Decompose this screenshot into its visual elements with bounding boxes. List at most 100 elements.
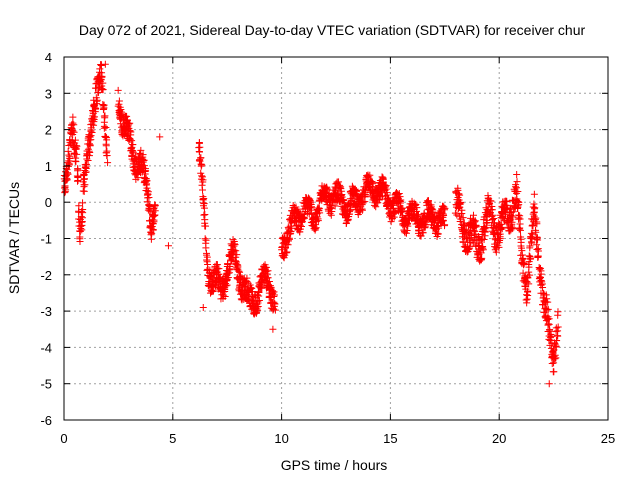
data-point [91, 113, 99, 121]
data-point [264, 274, 272, 282]
x-tick-label: 20 [492, 431, 506, 446]
y-tick-label: 4 [45, 50, 52, 65]
y-tick-label: -4 [40, 340, 52, 355]
data-point [306, 199, 314, 207]
data-point [73, 142, 81, 150]
data-point [102, 123, 110, 131]
data-point [263, 270, 271, 278]
data-point [224, 274, 232, 282]
data-point [523, 295, 531, 303]
data-point [225, 269, 233, 277]
data-point [544, 298, 552, 306]
data-point [312, 224, 320, 232]
data-point [534, 236, 542, 244]
data-point [270, 291, 278, 299]
data-point [361, 193, 369, 201]
data-point [338, 190, 346, 198]
data-point [427, 201, 435, 209]
data-point [69, 119, 77, 127]
data-point [343, 217, 351, 225]
data-point [200, 204, 208, 212]
data-point [92, 104, 100, 112]
data-point [74, 165, 82, 173]
data-point [466, 242, 474, 250]
data-point [552, 324, 560, 332]
data-point [455, 190, 463, 198]
data-point [474, 250, 482, 258]
data-point [93, 97, 101, 105]
data-point [522, 296, 530, 304]
data-point [200, 211, 208, 219]
data-point [195, 147, 203, 155]
data-point [537, 270, 545, 278]
y-tick-label: -6 [40, 413, 52, 428]
data-point [323, 185, 331, 193]
data-point [515, 198, 523, 206]
data-point [519, 269, 527, 277]
data-point [419, 229, 427, 237]
data-point [201, 235, 209, 243]
data-point [100, 105, 108, 113]
data-point [340, 199, 348, 207]
data-point [509, 213, 517, 221]
data-point [204, 266, 212, 274]
data-point [61, 188, 69, 196]
data-point [126, 119, 134, 127]
data-point [295, 208, 303, 216]
data-point [80, 187, 88, 195]
data-point [149, 205, 157, 213]
data-point [98, 73, 106, 81]
data-point [254, 302, 262, 310]
y-tick-label: 1 [45, 159, 52, 174]
data-point [75, 202, 83, 210]
data-point [271, 300, 279, 308]
x-tick-label: 10 [274, 431, 288, 446]
data-point [64, 147, 72, 155]
data-point [529, 203, 537, 211]
data-point [487, 197, 495, 205]
data-point [128, 137, 136, 145]
data-point [137, 146, 145, 154]
data-point [72, 158, 80, 166]
chart-title: Day 072 of 2021, Sidereal Day-to-day VTE… [79, 22, 586, 38]
data-point [531, 204, 539, 212]
data-point [115, 97, 123, 105]
data-point [69, 113, 77, 121]
y-tick-label: -3 [40, 304, 52, 319]
data-point [498, 225, 506, 233]
data-point [429, 208, 437, 216]
data-point [554, 323, 562, 331]
data-point [70, 128, 78, 136]
data-point [129, 141, 137, 149]
data-point [511, 183, 519, 191]
x-tick-label: 15 [383, 431, 397, 446]
data-point [100, 122, 108, 130]
data-point [76, 237, 84, 245]
data-point [514, 198, 522, 206]
y-tick-label: 0 [45, 195, 52, 210]
data-point [283, 248, 291, 256]
data-point [269, 325, 277, 333]
data-point [528, 235, 536, 243]
data-point [529, 222, 537, 230]
data-point [232, 258, 240, 266]
data-point [514, 187, 522, 195]
data-point [79, 206, 87, 214]
data-point [198, 172, 206, 180]
data-point [390, 213, 398, 221]
data-point [537, 273, 545, 281]
data-point [459, 214, 467, 222]
data-point [358, 206, 366, 214]
data-point [554, 308, 562, 316]
y-tick-label: 3 [45, 86, 52, 101]
data-point [254, 306, 262, 314]
data-point [88, 129, 96, 137]
data-point [509, 208, 517, 216]
data-point [530, 190, 538, 198]
data-point [482, 224, 490, 232]
data-point [481, 225, 489, 233]
data-point [101, 112, 109, 120]
data-point [199, 303, 207, 311]
data-point [519, 255, 527, 263]
